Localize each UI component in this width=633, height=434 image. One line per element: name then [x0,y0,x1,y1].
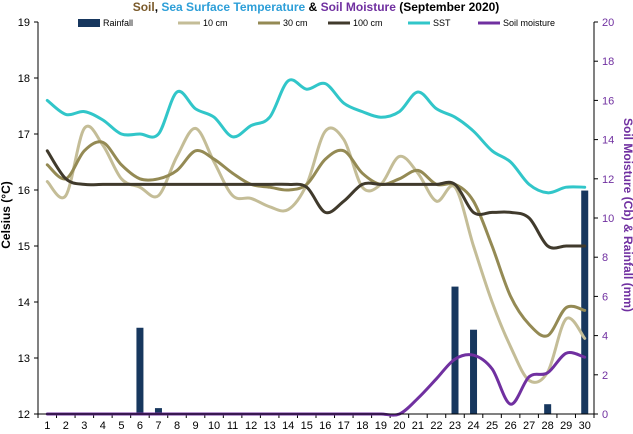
x-tick-label: 10 [208,420,220,432]
x-tick-label: 22 [430,420,442,432]
y-tick-label-right: 10 [602,213,614,225]
legend-label: Soil moisture [503,18,555,28]
x-tick-label: 3 [81,420,87,432]
legend-label: 30 cm [283,18,308,28]
x-tick-label: 19 [375,420,387,432]
y-tick-label-left: 13 [18,353,30,365]
y-tick-label-right: 2 [602,370,608,382]
title-part: & [305,0,320,14]
x-tick-label: 12 [245,420,257,432]
y-axis-title-right: Soil Moisture (Cb) & Rainfall (mm) [621,118,633,312]
x-tick-label: 13 [264,420,276,432]
y-tick-label-right: 6 [602,291,608,303]
legend-item: 10 cm [178,18,228,28]
legend-item: 100 cm [328,18,383,28]
x-tick-label: 18 [356,420,368,432]
x-tick-label: 23 [449,420,461,432]
title-part: Sea Surface Temperature [161,0,305,14]
rainfall-bar [470,329,478,414]
legend-label: 10 cm [203,18,228,28]
y-tick-label-right: 0 [602,409,608,421]
y-tick-label-left: 14 [18,297,30,309]
legend-item: Rainfall [78,18,133,28]
x-tick-label: 15 [301,420,313,432]
x-tick-label: 27 [523,420,535,432]
x-tick-label: 6 [137,420,143,432]
title-part: , [155,0,162,14]
y-tick-label-right: 20 [602,17,614,29]
legend-label: Rainfall [103,18,133,28]
legend-label: 100 cm [353,18,383,28]
y-tick-label-left: 17 [18,129,30,141]
y-axis-title-left: Celsius (°C) [0,181,13,248]
x-tick-label: 25 [486,420,498,432]
x-tick-label: 4 [100,420,106,432]
series-line-100-cm [45,149,587,250]
y-tick-label-left: 16 [18,185,30,197]
y-tick-label-left: 12 [18,409,30,421]
rainfall-bar [544,404,552,414]
series-line-sst [45,78,587,195]
series-line-10-cm [45,124,587,384]
y-axis-left-ticks: 12 13 14 15 16 17 18 19 [18,17,38,421]
x-tick-label: 9 [192,420,198,432]
rainfall-bar [451,286,459,414]
title-part: (September 2020) [396,0,499,14]
x-tick-label: 17 [338,420,350,432]
x-tick-label: 14 [282,420,294,432]
title-part: Soil [133,0,155,14]
x-tick-label: 11 [227,420,238,432]
y-tick-label-right: 12 [602,174,614,186]
x-tick-label: 16 [319,420,331,432]
legend-item: Soil moisture [478,18,555,28]
x-tick-label: 30 [579,420,591,432]
rainfall-bar [154,408,162,414]
legend: Rainfall 10 cm 30 cm 100 cm SST Soil moisture [78,18,555,28]
x-tick-label: 20 [393,420,405,432]
chart-title: Soil, Sea Surface Temperature & Soil Moi… [133,0,500,14]
y-tick-label-right: 18 [602,56,614,68]
title-part: Soil Moisture [321,0,397,14]
legend-item: SST [408,18,451,28]
rainfall-bar [581,190,589,414]
x-tick-label: 21 [412,420,424,432]
y-axis-right-ticks: 0 2 4 6 8 10 12 14 16 18 20 [594,17,614,421]
series-line-30-cm [45,140,587,338]
y-tick-label-left: 15 [18,241,30,253]
x-axis-ticks: 1 2 3 4 5 6 7 8 9 10 11 12 13 14 15 16 17 18 19 20 21 22 23 24 2… [37,414,595,432]
x-tick-label: 29 [560,420,572,432]
legend-item: 30 cm [258,18,308,28]
rainfall-bar [136,327,144,414]
y-tick-label-right: 16 [602,95,614,107]
x-tick-label: 8 [174,420,180,432]
y-tick-label-right: 8 [602,252,608,264]
y-tick-label-right: 14 [602,135,614,147]
x-tick-label: 2 [63,420,69,432]
y-tick-label-right: 4 [602,331,608,343]
legend-label: SST [433,18,451,28]
x-tick-label: 26 [504,420,516,432]
rainfall-bars [136,190,589,414]
x-tick-label: 7 [155,420,161,432]
y-tick-label-left: 19 [18,17,30,29]
x-tick-label: 28 [542,420,554,432]
x-tick-label: 24 [467,420,479,432]
y-tick-label-left: 18 [18,73,30,85]
x-tick-label: 1 [44,420,50,432]
legend-swatch [78,19,100,27]
x-tick-label: 5 [118,420,124,432]
